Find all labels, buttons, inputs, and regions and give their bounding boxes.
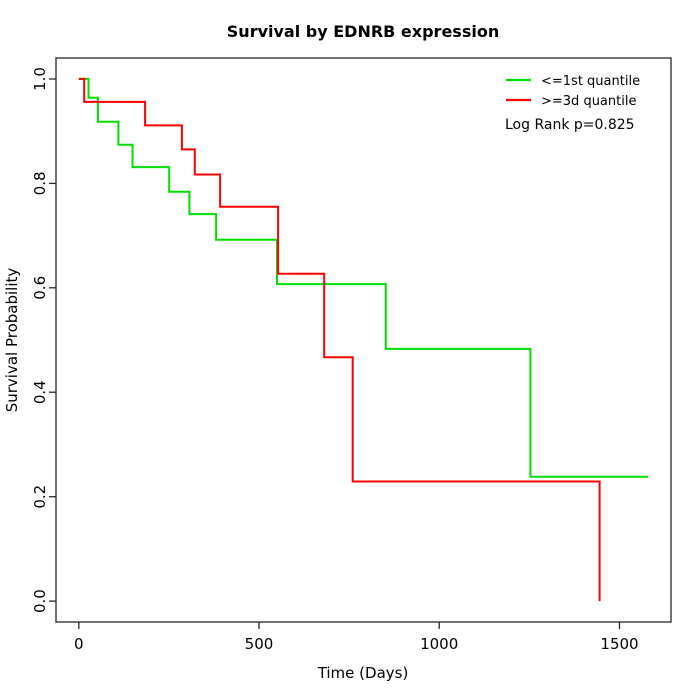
y-tick-label: 0.2 [31,485,49,509]
x-axis: 0 500 1000 1500 Time (Days) [74,622,639,682]
y-axis-title: Survival Probability [3,268,21,413]
y-tick-label: 0.8 [31,171,49,195]
y-tick-label: 0.0 [31,589,49,613]
x-tick-label: 0 [74,635,84,653]
legend-label-first-quantile: <=1st quantile [541,74,640,89]
log-rank-annotation: Log Rank p=0.825 [505,117,635,133]
survival-curve-first-quantile [78,77,649,478]
y-tick-label: 0.6 [31,276,49,300]
chart-title: Survival by EDNRB expression [227,22,499,41]
plot-box [55,57,672,623]
x-tick-label: 1000 [420,635,458,653]
x-tick-label: 500 [245,635,274,653]
x-axis-title: Time (Days) [317,664,409,682]
legend-label-third-quantile: >=3d quantile [541,94,636,109]
y-tick-label: 0.4 [31,380,49,404]
y-axis: 1.0 0.8 0.6 0.4 0.2 0.0 Survival Probabi… [3,67,56,613]
y-tick-label: 1.0 [31,67,49,91]
survival-curves [78,77,649,602]
x-tick-label: 1500 [600,635,638,653]
survival-curve-third-quantile [78,77,601,602]
legend: <=1st quantile >=3d quantile Log Rank p=… [505,74,640,133]
